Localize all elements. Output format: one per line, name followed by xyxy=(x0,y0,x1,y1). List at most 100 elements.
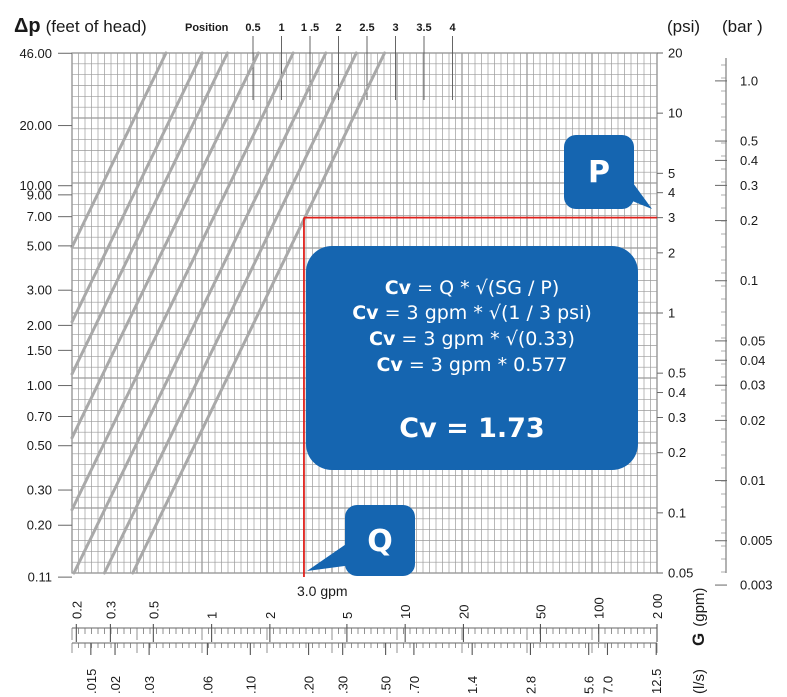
x-gpm-tick-label: 0.3 xyxy=(103,601,118,619)
q-callout-box xyxy=(345,505,415,576)
x-ls-tick-label: 7.0 xyxy=(600,676,615,694)
position-title: Position xyxy=(185,22,229,34)
x-ls-tick-label: .02 xyxy=(108,676,123,694)
formula-line-3: Cv = 3 gpm * √(0.33) xyxy=(369,328,575,350)
y-bar-tick-label: 0.05 xyxy=(740,333,765,348)
x-gpm-tick-label: 10 xyxy=(398,605,413,619)
p-badge-label: P xyxy=(588,155,610,190)
p-callout-box xyxy=(564,135,634,209)
y-bar-tick-label: 0.3 xyxy=(740,178,758,193)
x-gpm-tick-label: 50 xyxy=(533,605,548,619)
curve-position-5 xyxy=(70,51,295,512)
curve-position-8 xyxy=(131,51,387,575)
x-gpm-tick-label: 2 00 xyxy=(650,594,665,619)
curve-position-3 xyxy=(70,51,229,376)
y-bar-tick-label: 0.2 xyxy=(740,213,758,228)
curve-label-6: 3 xyxy=(392,22,398,34)
y-psi-tick-label: 5 xyxy=(668,166,675,181)
x-ls-tick-label: .10 xyxy=(243,676,258,694)
curve-position-4 xyxy=(70,51,260,440)
y-left-tick-label: 3.00 xyxy=(27,283,52,298)
x-ls-tick-label: .50 xyxy=(379,676,394,694)
y-bar-tick-label: 0.1 xyxy=(740,273,758,288)
curve-label-2: 1 xyxy=(278,22,284,34)
curve-label-8: 4 xyxy=(449,22,456,34)
x-gpm-tick-label: 100 xyxy=(592,597,607,619)
y-bar-tick-label: 0.003 xyxy=(740,578,773,593)
x-gpm-tick-label: 2 xyxy=(263,612,278,619)
x-ls-tick-label: .015 xyxy=(84,669,99,694)
y-bar-tick-label: 0.005 xyxy=(740,533,773,548)
curve-label-7: 3.5 xyxy=(416,22,431,34)
q-callout-pointer xyxy=(307,540,352,571)
x-gpm-letter: G xyxy=(689,633,708,646)
formula-line-2: Cv = 3 gpm * √(1 / 3 psi) xyxy=(352,302,592,324)
curve-position-2 xyxy=(70,51,204,324)
formula-result: Cv = 1.73 xyxy=(399,413,544,444)
y-psi-tick-label: 0.05 xyxy=(668,566,693,581)
curve-position-7 xyxy=(102,51,358,575)
y-bar-tick-label: 0.5 xyxy=(740,134,758,149)
x-ls-tick-label: .20 xyxy=(302,676,317,694)
y-left-tick-label: 1.00 xyxy=(27,378,52,393)
x-gpm-tick-label: 1 xyxy=(205,612,220,619)
curve-position-6 xyxy=(72,51,328,575)
curve-label-4: 2 xyxy=(335,22,341,34)
y-psi-title: (psi) xyxy=(667,17,700,36)
y-bar-tick-label: 0.03 xyxy=(740,378,765,393)
y-psi-tick-label: 0.1 xyxy=(668,505,686,520)
y-left-tick-label: 10.00 xyxy=(19,178,52,193)
q-badge-label: Q xyxy=(367,524,393,559)
x-ls-tick-label: .70 xyxy=(407,676,422,694)
x-gpm-tick-label: 20 xyxy=(456,605,471,619)
p-callout: P xyxy=(564,135,652,209)
formula-line-4: Cv = 3 gpm * 0.577 xyxy=(376,354,567,376)
q-callout: Q xyxy=(307,505,415,576)
x-gpm-title: G (gpm) xyxy=(689,588,708,646)
formula-callout: Cv = Q * √(SG / P) Cv = 3 gpm * √(1 / 3 … xyxy=(306,246,638,470)
y-left-tick-label: 0.70 xyxy=(27,409,52,424)
y-bar-tick-label: 1.0 xyxy=(740,73,758,88)
x-ls-tick-label: 12.5 xyxy=(649,669,664,694)
y-left-tick-label: 1.50 xyxy=(27,343,52,358)
y-left-tick-label: 0.20 xyxy=(27,518,52,533)
y-psi-tick-label: 0.4 xyxy=(668,385,686,400)
y-bar-tick-label: 0.02 xyxy=(740,413,765,428)
x-ls-tick-label: .06 xyxy=(200,676,215,694)
y-psi-tick-label: 0.5 xyxy=(668,366,686,381)
y-left-tick-label: 46.00 xyxy=(19,46,52,61)
y-left-tick-label: 5.00 xyxy=(27,238,52,253)
y-left-tick-label: 20.00 xyxy=(19,118,52,133)
curve-position-1 xyxy=(70,51,168,249)
y-left-title: Δp (feet of head) xyxy=(14,15,147,37)
y-psi-tick-label: 4 xyxy=(668,185,675,200)
y-psi-tick-label: 20 xyxy=(668,46,682,61)
x-ls-tick-label: 5.6 xyxy=(582,676,597,694)
y-bar-tick-label: 0.4 xyxy=(740,153,758,168)
x-gpm-tick-label: 0.2 xyxy=(69,601,84,619)
x-gpm-tick-label: 0.5 xyxy=(146,601,161,619)
x-ls-tick-label: 1.4 xyxy=(465,676,480,694)
curve-label-1: 0.5 xyxy=(245,22,260,34)
delta-p-symbol: Δp xyxy=(14,15,41,37)
y-psi-tick-label: 0.2 xyxy=(668,445,686,460)
position-curves: 0.5 1 1 .5 2 2.5 3 3.5 4 xyxy=(70,22,456,575)
x-ls-tick-label: 2.8 xyxy=(523,676,538,694)
y-left-tick-label: 0.30 xyxy=(27,483,52,498)
y-left-tick-label: 2.00 xyxy=(27,318,52,333)
y-psi-tick-label: 10 xyxy=(668,106,682,121)
y-psi-tick-label: 1 xyxy=(668,306,675,321)
x-ls-tick-label: .03 xyxy=(142,676,157,694)
y-left-tick-label: 9.00 xyxy=(27,187,52,202)
curve-label-3: 1 .5 xyxy=(301,22,319,34)
y-left-title-rest: (feet of head) xyxy=(46,17,147,36)
y-bar-tick-label: 0.01 xyxy=(740,473,765,488)
y-left-tick-label: 0.11 xyxy=(28,570,52,585)
x-ls-tick-label: .30 xyxy=(336,676,351,694)
flow-value-label: 3.0 gpm xyxy=(297,583,348,599)
y-bar-title: (bar ) xyxy=(722,17,763,36)
x-gpm-tick-label: 5 xyxy=(340,612,355,619)
curve-label-5: 2.5 xyxy=(359,22,374,34)
y-psi-tick-label: 3 xyxy=(668,210,675,225)
formula-line-1: Cv = Q * √(SG / P) xyxy=(385,277,560,299)
